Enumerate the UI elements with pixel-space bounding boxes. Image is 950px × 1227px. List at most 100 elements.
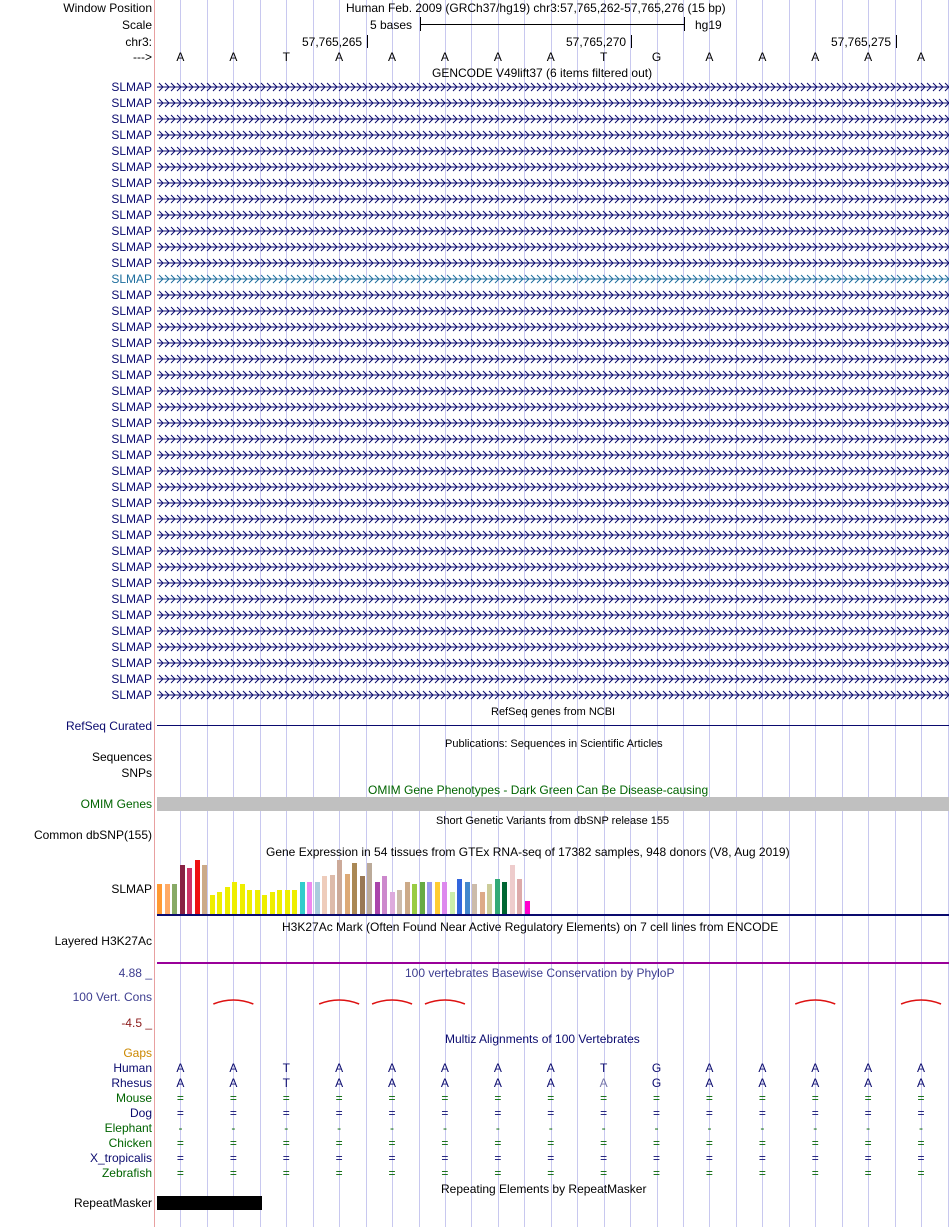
gtex-tissue-bar[interactable] bbox=[344, 873, 350, 914]
gencode-transcript[interactable] bbox=[157, 464, 950, 478]
gencode-gene-label[interactable]: SLMAP bbox=[111, 304, 152, 318]
gencode-gene-label[interactable]: SLMAP bbox=[111, 400, 152, 414]
gtex-tissue-bar[interactable] bbox=[374, 881, 380, 914]
gencode-gene-label[interactable]: SLMAP bbox=[111, 608, 152, 622]
gtex-bar-chart[interactable] bbox=[157, 860, 537, 914]
gencode-transcript[interactable] bbox=[157, 560, 950, 574]
gencode-gene-label[interactable]: SLMAP bbox=[111, 688, 152, 702]
gencode-gene-label[interactable]: SLMAP bbox=[111, 144, 152, 158]
publications-label-1[interactable]: Sequences bbox=[91, 750, 152, 764]
gencode-transcript[interactable] bbox=[157, 160, 950, 174]
gencode-transcript[interactable] bbox=[157, 480, 950, 494]
gencode-transcript[interactable] bbox=[157, 352, 950, 366]
gtex-tissue-bar[interactable] bbox=[269, 892, 275, 914]
gtex-tissue-bar[interactable] bbox=[389, 892, 395, 914]
multiz-species-label[interactable]: X_tropicalis bbox=[89, 1151, 152, 1165]
gencode-gene-label[interactable]: SLMAP bbox=[111, 336, 152, 350]
multiz-gaps-label[interactable]: Gaps bbox=[123, 1046, 152, 1060]
gtex-tissue-bar[interactable] bbox=[299, 881, 305, 914]
gencode-gene-label[interactable]: SLMAP bbox=[111, 496, 152, 510]
multiz-species-label[interactable]: Zebrafish bbox=[101, 1166, 152, 1180]
gencode-gene-label[interactable]: SLMAP bbox=[111, 272, 152, 286]
gencode-transcript[interactable] bbox=[157, 448, 950, 462]
gencode-transcript[interactable] bbox=[157, 512, 950, 526]
conservation-label[interactable]: 100 Vert. Cons bbox=[72, 990, 152, 1004]
gencode-gene-label[interactable]: SLMAP bbox=[111, 176, 152, 190]
gencode-gene-label[interactable]: SLMAP bbox=[111, 544, 152, 558]
gencode-gene-label[interactable]: SLMAP bbox=[111, 560, 152, 574]
gencode-transcript[interactable] bbox=[157, 576, 950, 590]
gtex-tissue-bar[interactable] bbox=[382, 876, 387, 914]
gtex-tissue-bar[interactable] bbox=[247, 889, 252, 914]
publications-title[interactable]: Publications: Sequences in Scientific Ar… bbox=[445, 738, 663, 750]
gtex-tissue-bar[interactable] bbox=[307, 881, 312, 914]
gtex-tissue-bar[interactable] bbox=[314, 881, 320, 914]
gtex-tissue-bar[interactable] bbox=[457, 878, 462, 914]
gtex-tissue-bar[interactable] bbox=[397, 889, 402, 914]
gtex-tissue-bar[interactable] bbox=[464, 881, 470, 914]
gencode-gene-label[interactable]: SLMAP bbox=[111, 224, 152, 238]
gencode-transcript[interactable] bbox=[157, 672, 950, 686]
gencode-transcript[interactable] bbox=[157, 656, 950, 670]
gtex-tissue-bar[interactable] bbox=[472, 884, 477, 914]
publications-label-2[interactable]: SNPs bbox=[121, 766, 152, 780]
omim-title[interactable]: OMIM Gene Phenotypes - Dark Green Can Be… bbox=[368, 783, 709, 797]
gencode-gene-label[interactable]: SLMAP bbox=[111, 528, 152, 542]
gencode-gene-label[interactable]: SLMAP bbox=[111, 320, 152, 334]
gencode-gene-label[interactable]: SLMAP bbox=[111, 656, 152, 670]
conservation-title[interactable]: 100 vertebrates Basewise Conservation by… bbox=[405, 966, 675, 980]
gencode-title[interactable]: GENCODE V49lift37 (6 items filtered out) bbox=[432, 66, 653, 80]
gtex-tissue-bar[interactable] bbox=[352, 862, 357, 914]
gencode-transcript[interactable] bbox=[157, 640, 950, 654]
gtex-tissue-bar[interactable] bbox=[404, 881, 410, 914]
gtex-tissue-bar[interactable] bbox=[187, 868, 192, 914]
gtex-tissue-bar[interactable] bbox=[254, 889, 260, 914]
gtex-tissue-bar[interactable] bbox=[359, 876, 365, 914]
gtex-tissue-bar[interactable] bbox=[502, 881, 507, 914]
gencode-gene-label[interactable]: SLMAP bbox=[111, 192, 152, 206]
gtex-tissue-bar[interactable] bbox=[427, 881, 432, 914]
gencode-gene-label[interactable]: SLMAP bbox=[111, 640, 152, 654]
gtex-tissue-bar[interactable] bbox=[449, 892, 455, 914]
gtex-tissue-bar[interactable] bbox=[284, 889, 290, 914]
gencode-transcript[interactable] bbox=[157, 432, 950, 446]
gencode-gene-label[interactable]: SLMAP bbox=[111, 352, 152, 366]
multiz-species-label[interactable]: Mouse bbox=[115, 1091, 152, 1105]
gencode-transcript[interactable] bbox=[157, 224, 950, 238]
gtex-tissue-bar[interactable] bbox=[202, 865, 207, 914]
gencode-gene-label[interactable]: SLMAP bbox=[111, 624, 152, 638]
gtex-title[interactable]: Gene Expression in 54 tissues from GTEx … bbox=[266, 845, 790, 859]
multiz-species-label[interactable]: Elephant bbox=[104, 1121, 152, 1135]
multiz-species-label[interactable]: Dog bbox=[129, 1106, 152, 1120]
multiz-title[interactable]: Multiz Alignments of 100 Vertebrates bbox=[445, 1032, 640, 1046]
gencode-gene-label[interactable]: SLMAP bbox=[111, 288, 152, 302]
gtex-tissue-bar[interactable] bbox=[419, 881, 425, 914]
refseq-title[interactable]: RefSeq genes from NCBI bbox=[491, 706, 616, 718]
gtex-tissue-bar[interactable] bbox=[262, 895, 267, 914]
repeatmasker-title[interactable]: Repeating Elements by RepeatMasker bbox=[441, 1182, 647, 1196]
gencode-gene-label[interactable]: SLMAP bbox=[111, 480, 152, 494]
gencode-gene-label[interactable]: SLMAP bbox=[111, 160, 152, 174]
gencode-transcript[interactable] bbox=[157, 176, 950, 190]
gencode-gene-label[interactable]: SLMAP bbox=[111, 432, 152, 446]
gencode-transcript[interactable] bbox=[157, 240, 950, 254]
gtex-tissue-bar[interactable] bbox=[217, 892, 222, 914]
assembly-title[interactable]: Human Feb. 2009 (GRCh37/hg19) chr3:57,76… bbox=[346, 1, 726, 15]
multiz-species-label[interactable]: Rhesus bbox=[111, 1076, 152, 1090]
h3k27ac-label[interactable]: Layered H3K27Ac bbox=[54, 934, 152, 948]
gencode-transcript[interactable] bbox=[157, 496, 950, 510]
gencode-gene-label[interactable]: SLMAP bbox=[111, 576, 152, 590]
gencode-transcript[interactable] bbox=[157, 112, 950, 126]
gencode-gene-label[interactable]: SLMAP bbox=[111, 672, 152, 686]
gencode-transcript[interactable] bbox=[157, 368, 950, 382]
gtex-tissue-bar[interactable] bbox=[209, 895, 215, 914]
dbsnp-label[interactable]: Common dbSNP(155) bbox=[33, 828, 152, 842]
gencode-gene-label[interactable]: SLMAP bbox=[111, 448, 152, 462]
gencode-transcript[interactable] bbox=[157, 400, 950, 414]
gencode-transcript[interactable] bbox=[157, 304, 950, 318]
gencode-transcript[interactable] bbox=[157, 416, 950, 430]
gtex-tissue-bar[interactable] bbox=[337, 860, 342, 914]
gencode-gene-label[interactable]: SLMAP bbox=[111, 512, 152, 526]
gtex-tissue-bar[interactable] bbox=[172, 884, 177, 914]
gencode-transcript[interactable] bbox=[157, 528, 950, 542]
